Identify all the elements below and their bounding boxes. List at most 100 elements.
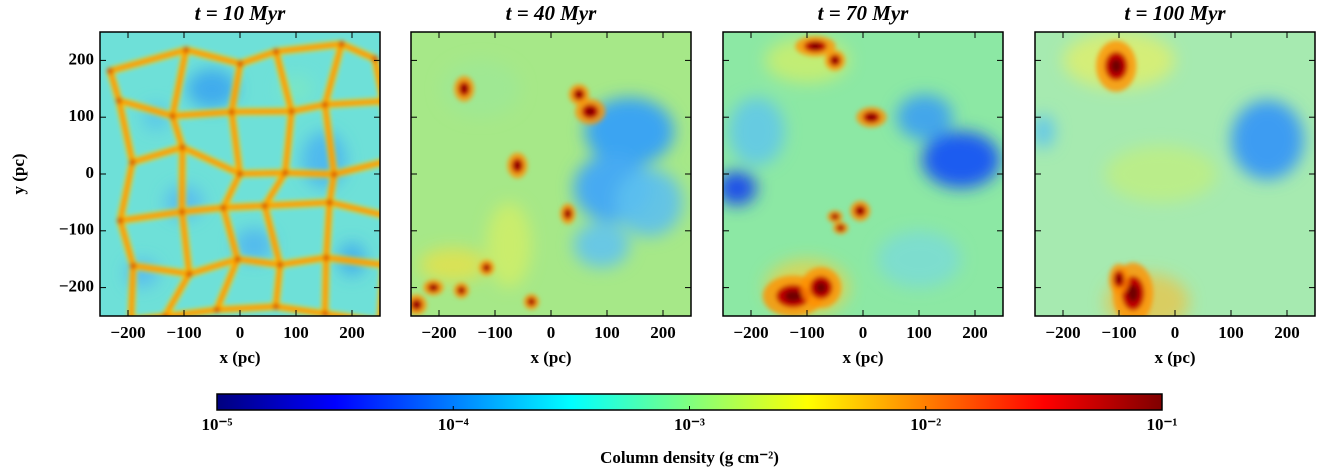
x-tick-label: 200 [650, 323, 676, 342]
colorbar-tick-label: 10⁻⁴ [438, 415, 469, 434]
y-tick-label: −200 [59, 277, 94, 296]
y-tick-label: −100 [59, 220, 94, 239]
knot [381, 262, 387, 268]
knot [169, 112, 176, 119]
x-tick-label: 100 [283, 323, 309, 342]
knot [323, 254, 330, 261]
filament [373, 57, 380, 91]
filament [118, 210, 184, 222]
x-axis-label: x (pc) [219, 348, 260, 367]
map-region [573, 222, 630, 268]
clump-core [459, 288, 464, 293]
filament [328, 172, 336, 204]
clump-core [832, 57, 838, 64]
map-region [1035, 114, 1055, 149]
knot [228, 108, 235, 115]
y-axis-label: y (pc) [9, 153, 28, 194]
clump-core [529, 299, 534, 304]
filament [130, 264, 135, 316]
y-tick-label: 200 [69, 49, 95, 68]
x-tick-label: 100 [1218, 323, 1244, 342]
knot [388, 214, 394, 220]
map-region [1105, 145, 1217, 203]
x-axis-label: x (pc) [530, 348, 571, 367]
knot [288, 108, 295, 115]
knot [220, 204, 227, 211]
map-region [615, 168, 683, 237]
filament [180, 210, 191, 276]
filament [108, 69, 121, 102]
clump-core [586, 107, 595, 116]
knot [129, 159, 136, 166]
filament [384, 217, 391, 265]
filament [238, 171, 287, 175]
x-tick-label: −200 [421, 323, 456, 342]
map-region [723, 171, 757, 206]
filament [171, 48, 188, 118]
filament [323, 312, 350, 316]
filament [171, 110, 233, 118]
x-tick-label: 0 [859, 323, 868, 342]
clump-core [484, 265, 489, 270]
filament [108, 48, 188, 73]
knot [338, 41, 345, 48]
filament [215, 257, 239, 311]
colorbar-tick-label: 10⁻¹ [1146, 415, 1177, 434]
filament [332, 161, 380, 176]
filament [323, 256, 328, 315]
filament [181, 146, 242, 175]
filament [323, 103, 336, 176]
x-tick-label: 0 [1171, 323, 1180, 342]
clump-core [565, 210, 570, 217]
map-region [728, 97, 785, 166]
knot [237, 60, 244, 67]
filament [323, 42, 343, 106]
filament [283, 109, 293, 175]
x-tick-label: 200 [962, 323, 988, 342]
map-region [1231, 100, 1304, 180]
knot [178, 208, 185, 215]
knot [321, 101, 328, 108]
map-region [441, 60, 521, 118]
knot [261, 202, 268, 209]
map-region [896, 94, 953, 140]
clump-core [1110, 58, 1122, 74]
colorbar-tick-label: 10⁻³ [674, 415, 705, 434]
filament [238, 50, 278, 65]
filament [215, 305, 278, 311]
density-map [100, 32, 395, 316]
filament [263, 171, 287, 207]
filament [131, 146, 184, 164]
clump-core [461, 85, 468, 93]
clump-core [1127, 284, 1139, 302]
clump-core [514, 161, 521, 170]
x-tick-label: 100 [906, 323, 932, 342]
x-tick-label: −200 [1045, 323, 1080, 342]
x-tick-label: −100 [1101, 323, 1136, 342]
filament [391, 160, 392, 217]
map-region [301, 131, 347, 189]
y-tick-label: 100 [69, 106, 95, 125]
filament [230, 62, 242, 114]
clump-core [576, 91, 582, 98]
filament [379, 101, 380, 102]
clump-core [867, 114, 876, 121]
x-tick-label: −100 [477, 323, 512, 342]
clumps [762, 35, 887, 316]
filament [324, 256, 380, 266]
y-tick-label: 0 [86, 163, 95, 182]
colorbar-tick-label: 10⁻² [910, 415, 941, 434]
density-map [723, 32, 1003, 316]
knot [326, 199, 333, 206]
x-tick-label: 200 [1274, 323, 1300, 342]
knot [282, 169, 289, 176]
knot [107, 67, 114, 74]
map-region [234, 227, 274, 263]
filament [157, 315, 167, 316]
filament [131, 264, 191, 276]
clump-core [809, 43, 822, 50]
filament [184, 48, 242, 65]
filament [340, 42, 377, 61]
knot [389, 157, 395, 163]
clump-core [832, 214, 838, 219]
